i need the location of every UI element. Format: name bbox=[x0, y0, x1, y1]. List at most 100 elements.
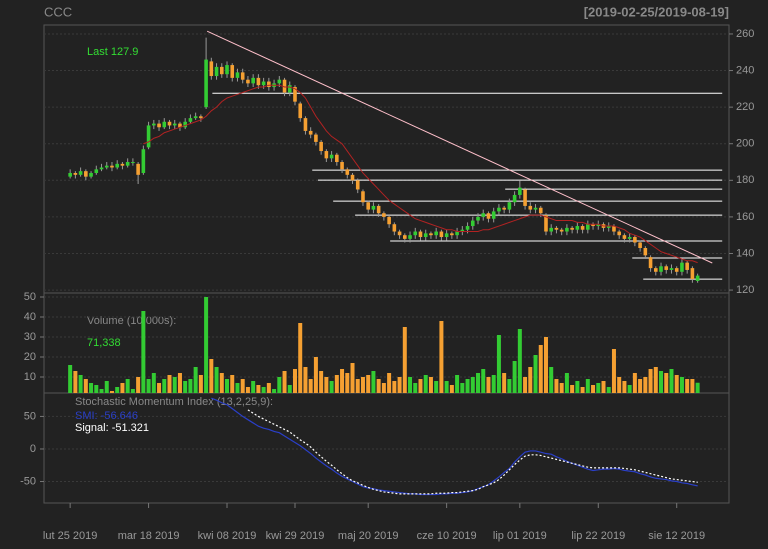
candle-body bbox=[382, 213, 386, 217]
candle-body bbox=[345, 169, 350, 175]
volume-bar bbox=[371, 371, 376, 393]
candle-body bbox=[329, 154, 334, 159]
volume-bar bbox=[68, 365, 73, 393]
candle-body bbox=[523, 189, 527, 206]
candle-body bbox=[141, 149, 146, 173]
candle-body bbox=[324, 151, 329, 159]
date-range: [2019-02-25/2019-08-19] bbox=[584, 4, 729, 19]
candle-body bbox=[439, 231, 444, 238]
volume-bar bbox=[653, 367, 658, 393]
candle-body bbox=[240, 72, 245, 80]
volume-bar bbox=[157, 383, 162, 393]
candle-body bbox=[340, 162, 344, 170]
candle-body bbox=[152, 123, 156, 126]
candle-body bbox=[638, 242, 642, 248]
volume-bar bbox=[392, 381, 397, 393]
volume-bar bbox=[679, 377, 684, 393]
y-tick-label: 200 bbox=[736, 138, 754, 150]
candle-body bbox=[73, 172, 78, 175]
volume-bar bbox=[611, 349, 616, 393]
volume-bar bbox=[491, 375, 496, 393]
volume-bar bbox=[606, 387, 611, 393]
volume-bar bbox=[517, 329, 522, 393]
candle-body bbox=[314, 134, 318, 142]
candle-body bbox=[308, 130, 313, 135]
candle-body bbox=[429, 233, 433, 236]
volume-bar bbox=[413, 383, 418, 393]
volume-bar bbox=[99, 389, 104, 393]
volume-bar bbox=[272, 389, 277, 393]
candle-body bbox=[680, 262, 684, 272]
volume-bar bbox=[455, 375, 460, 393]
volume-bar bbox=[507, 379, 512, 393]
candle-body bbox=[643, 247, 648, 256]
candle-body bbox=[230, 65, 235, 78]
candle-body bbox=[235, 72, 240, 78]
volume-bar bbox=[502, 373, 507, 393]
x-tick-label: kwi 29 2019 bbox=[266, 530, 325, 542]
volume-bar bbox=[340, 369, 345, 393]
candle-body bbox=[465, 226, 470, 230]
candle-body bbox=[99, 167, 104, 170]
volume-bar bbox=[476, 373, 481, 393]
volume-bar bbox=[141, 311, 146, 393]
volume-bar bbox=[125, 379, 130, 393]
volume-bar bbox=[470, 377, 475, 393]
volume-bar bbox=[512, 361, 517, 393]
volume-bar bbox=[162, 379, 167, 393]
candle-body bbox=[538, 207, 543, 214]
candle-body bbox=[162, 121, 167, 128]
volume-bar bbox=[78, 375, 83, 393]
candle-body bbox=[423, 233, 428, 238]
candle-body bbox=[413, 231, 418, 236]
candle-body bbox=[125, 162, 130, 166]
y-tick-label: -50 bbox=[20, 475, 36, 487]
volume-bar bbox=[690, 379, 695, 393]
volume-bar bbox=[387, 373, 392, 393]
candle-body bbox=[131, 162, 135, 164]
candle-body bbox=[178, 123, 182, 128]
candle-body bbox=[659, 266, 663, 272]
candle-body bbox=[653, 268, 658, 272]
y-tick-label: 20 bbox=[24, 351, 36, 363]
candle-body bbox=[350, 174, 355, 181]
volume-bar bbox=[486, 377, 491, 393]
volume-bar bbox=[402, 327, 407, 393]
volume-bar bbox=[355, 379, 360, 393]
volume-bar bbox=[334, 375, 339, 393]
candle-body bbox=[104, 165, 109, 168]
candle-body bbox=[89, 172, 93, 177]
volume-bar bbox=[345, 373, 350, 393]
candle-body bbox=[502, 207, 506, 210]
candle-body bbox=[695, 275, 700, 281]
candle-body bbox=[690, 268, 695, 280]
candle-body bbox=[136, 163, 140, 175]
candle-body bbox=[455, 231, 459, 236]
volume-bar bbox=[329, 381, 334, 393]
candle-body bbox=[120, 163, 125, 166]
volume-bar bbox=[240, 379, 245, 393]
candle-body bbox=[209, 61, 214, 77]
volume-bar bbox=[674, 375, 679, 393]
volume-bar bbox=[146, 379, 151, 393]
volume-bar bbox=[319, 371, 324, 393]
volume-bar bbox=[115, 387, 120, 393]
candle-body bbox=[293, 87, 297, 102]
candle-body bbox=[157, 123, 161, 128]
last-price: Last 127.9 bbox=[87, 46, 138, 58]
candle-body bbox=[533, 207, 538, 210]
volume-bar bbox=[313, 357, 318, 393]
volume-bar bbox=[559, 383, 564, 393]
volume-bar bbox=[209, 359, 214, 393]
candle-body bbox=[622, 235, 627, 239]
volume-bar bbox=[397, 377, 402, 393]
volume-bar bbox=[648, 369, 653, 393]
volume-bar bbox=[601, 381, 606, 393]
y-tick-label: 50 bbox=[24, 291, 36, 303]
plot-frame bbox=[43, 24, 730, 504]
candle-body bbox=[204, 59, 208, 108]
volume-bar bbox=[423, 375, 428, 393]
y-tick-label: 40 bbox=[24, 311, 36, 323]
candle-body bbox=[84, 171, 88, 177]
volume-bar bbox=[308, 379, 313, 393]
